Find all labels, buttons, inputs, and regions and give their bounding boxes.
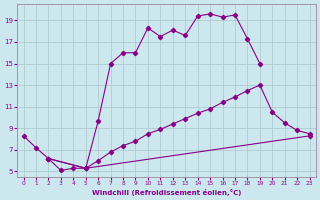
X-axis label: Windchill (Refroidissement éolien,°C): Windchill (Refroidissement éolien,°C) [92,189,241,196]
